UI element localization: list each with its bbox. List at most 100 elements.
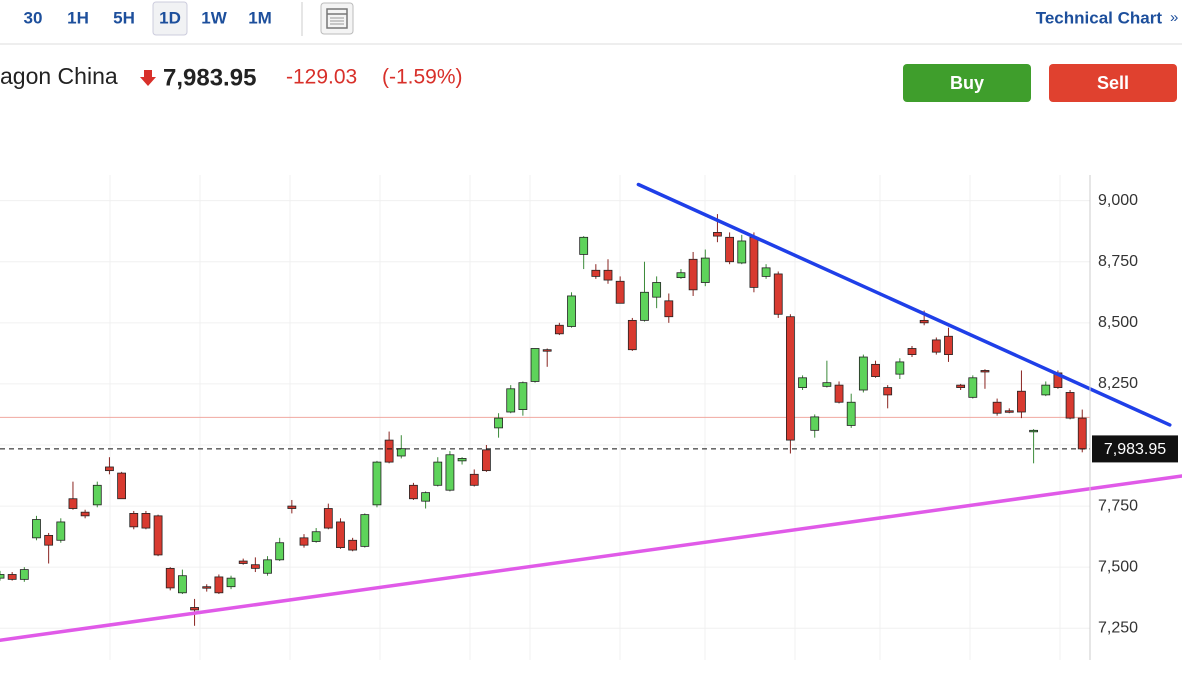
candle-body <box>603 269 613 281</box>
candle-body <box>579 236 589 255</box>
candle-body <box>421 492 431 502</box>
down-arrow <box>140 70 156 86</box>
candle-body <box>141 513 151 529</box>
candle-body <box>348 539 358 551</box>
candle-body <box>798 377 807 388</box>
tab[interactable]: 30 <box>24 8 43 27</box>
candle-body <box>542 349 552 352</box>
change-pct: (-1.59%) <box>382 66 463 89</box>
candle-body <box>652 282 662 298</box>
candle-body <box>931 339 941 353</box>
candle-body <box>165 567 175 589</box>
instrument-name: agon China <box>0 63 118 89</box>
candle-body <box>360 514 370 547</box>
sell-button[interactable] <box>1049 64 1177 102</box>
y-tick-label: 8,750 <box>1098 253 1138 270</box>
candle-body <box>275 542 285 561</box>
candle-body <box>773 273 783 315</box>
y-tick-label: 7,750 <box>1098 497 1138 514</box>
y-tick-label: 8,500 <box>1098 314 1138 331</box>
candle-body <box>481 449 491 472</box>
candle-body <box>202 586 212 589</box>
tab[interactable]: 1H <box>67 8 89 27</box>
y-tick-label: 7,250 <box>1098 619 1138 636</box>
candle-body <box>323 508 333 529</box>
candle-body <box>336 521 345 549</box>
y-tick-label: 8,250 <box>1098 375 1138 392</box>
candle-body <box>153 515 163 556</box>
candle-body <box>968 377 978 398</box>
candle-body <box>457 458 467 462</box>
candle-body <box>287 505 297 509</box>
candle-body <box>299 537 309 546</box>
plot: 7,2507,5007,7508,0008,2508,5008,7509,000… <box>0 182 1182 642</box>
candle-body <box>1004 410 1014 413</box>
candle-body <box>919 319 929 324</box>
candle-body <box>737 240 747 264</box>
candle-body <box>567 295 576 327</box>
tab[interactable]: 1W <box>201 8 227 27</box>
candle-body <box>0 574 5 579</box>
candle-body <box>56 521 66 541</box>
tab[interactable]: 1D <box>159 8 181 27</box>
candle-body <box>676 272 686 279</box>
candle-body <box>105 466 114 472</box>
candle-body <box>1041 384 1051 396</box>
price: 7,983.95 <box>163 64 256 91</box>
timeframe-tabs: 30 1H 5H 1D 1W 1M <box>24 1 272 36</box>
candle-body <box>445 454 455 491</box>
candle-body <box>311 531 321 542</box>
buy-label[interactable]: Buy <box>950 73 984 93</box>
candle-body <box>117 472 126 500</box>
candle-body <box>627 319 637 351</box>
candle-body <box>980 370 990 373</box>
candle-body <box>615 280 625 304</box>
candle-body <box>1065 392 1075 419</box>
y-tick-label: 9,000 <box>1098 192 1138 209</box>
candle-body <box>554 324 564 335</box>
last-price-label: 7,983.95 <box>1104 441 1166 458</box>
candle-body <box>384 439 394 463</box>
tab[interactable]: 5H <box>113 8 135 27</box>
candle-body <box>250 564 260 569</box>
candle-body <box>80 511 90 517</box>
candle-body <box>749 236 759 288</box>
candle-body <box>226 577 236 588</box>
active-tab-bg <box>152 1 188 36</box>
candle-body <box>640 291 649 321</box>
candle-body <box>92 484 102 506</box>
candle-body <box>214 576 224 594</box>
candle-body <box>1029 429 1038 433</box>
candle-body <box>433 461 443 486</box>
trendline <box>0 474 1182 642</box>
candle-body <box>700 257 710 283</box>
candle-body <box>190 607 199 611</box>
candle-body <box>992 401 1002 414</box>
buy-button[interactable] <box>903 64 1031 102</box>
candle-body <box>944 335 953 355</box>
candle-body <box>810 416 820 431</box>
candle-body <box>129 513 139 528</box>
layout-icon[interactable] <box>320 2 354 35</box>
candle-body <box>7 574 17 580</box>
candle-body <box>494 417 503 429</box>
candle-body <box>518 382 528 410</box>
candle-body <box>761 267 771 277</box>
technical-chart-link[interactable]: Technical Chart <box>1036 8 1163 27</box>
candle-body <box>44 534 54 546</box>
link-arrow[interactable]: » <box>1170 9 1178 26</box>
candle-body <box>688 258 698 291</box>
candle-body <box>822 382 832 387</box>
candle-body <box>907 348 917 355</box>
candle-body <box>846 401 856 426</box>
y-tick-label: 7,500 <box>1098 558 1138 575</box>
candle-body <box>469 473 479 486</box>
candle-body <box>177 575 187 594</box>
candle-body <box>238 560 248 564</box>
candle-body <box>786 316 795 441</box>
sell-label[interactable]: Sell <box>1097 73 1129 93</box>
tab[interactable]: 1M <box>248 8 272 27</box>
candle-body <box>591 269 601 277</box>
